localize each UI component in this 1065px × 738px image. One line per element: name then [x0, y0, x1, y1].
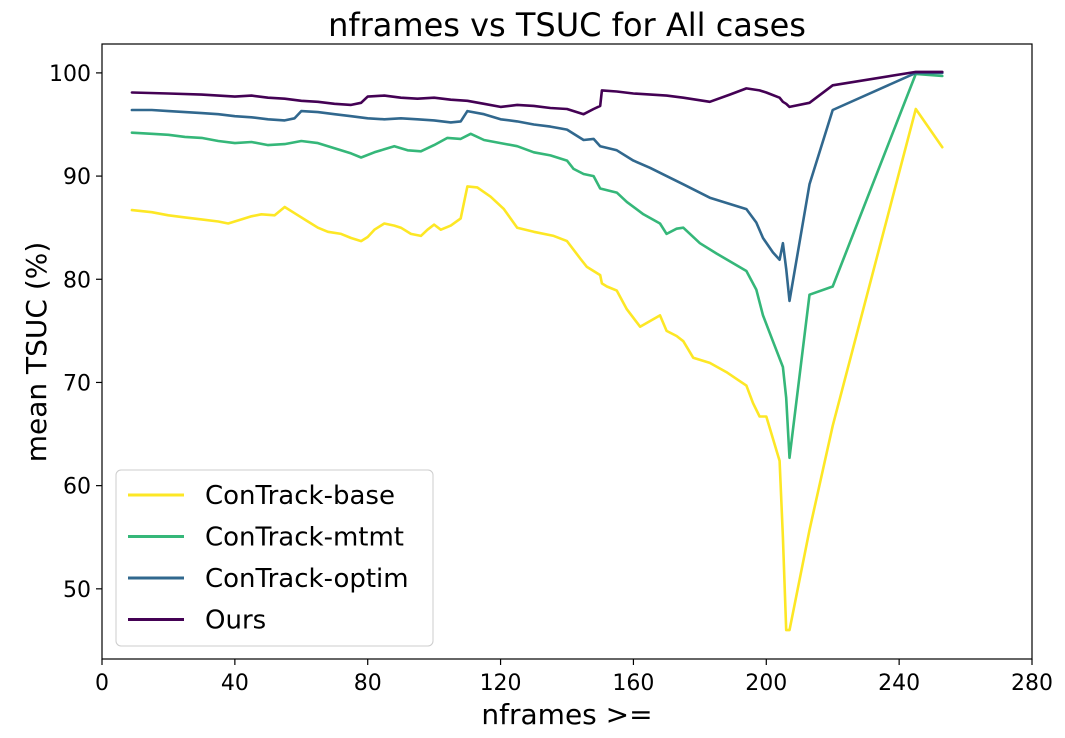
y-tick-label-2: 70: [63, 371, 91, 396]
x-tick-label-2: 80: [354, 671, 382, 696]
series-line-2: [130, 71, 944, 303]
legend-box: [115, 469, 434, 647]
y-tick-label-3: 80: [63, 268, 91, 293]
series-line-0: [130, 107, 944, 632]
x-tick-label-7: 280: [1011, 671, 1053, 696]
x-tick-label-6: 240: [878, 671, 920, 696]
legend-label-0: ConTrack-base: [205, 481, 395, 511]
x-tick-label-5: 200: [745, 671, 787, 696]
x-tick-label-0: 0: [95, 671, 109, 696]
legend-label-1: ConTrack-mtmt: [205, 523, 404, 553]
legend-label-2: ConTrack-optim: [205, 564, 409, 594]
legend: ConTrack-base ConTrack-mtmt ConTrack-optim…: [115, 469, 434, 647]
x-tick-label-3: 120: [480, 671, 522, 696]
series-line-1: [130, 72, 944, 460]
legend-label-3: Ours: [205, 606, 266, 636]
y-tick-label-1: 60: [63, 475, 91, 500]
series-line-3: [130, 70, 944, 116]
chart-title: nframes vs TSUC for All cases: [328, 6, 806, 44]
plot-frame: [101, 43, 1033, 660]
x-tick-label-4: 160: [612, 671, 654, 696]
x-tick-label-1: 40: [221, 671, 249, 696]
x-axis: 0 40 80 120 160 200 240 280: [95, 659, 1053, 696]
y-tick-label-5: 100: [49, 62, 91, 87]
y-tick-label-4: 90: [63, 165, 91, 190]
series-layer: [130, 70, 944, 632]
x-axis-title: nframes >=: [481, 698, 652, 731]
y-tick-label-0: 50: [63, 578, 91, 603]
y-axis-title: mean TSUC (%): [20, 242, 53, 463]
y-axis: 50 60 70 80 90 100: [49, 62, 102, 603]
